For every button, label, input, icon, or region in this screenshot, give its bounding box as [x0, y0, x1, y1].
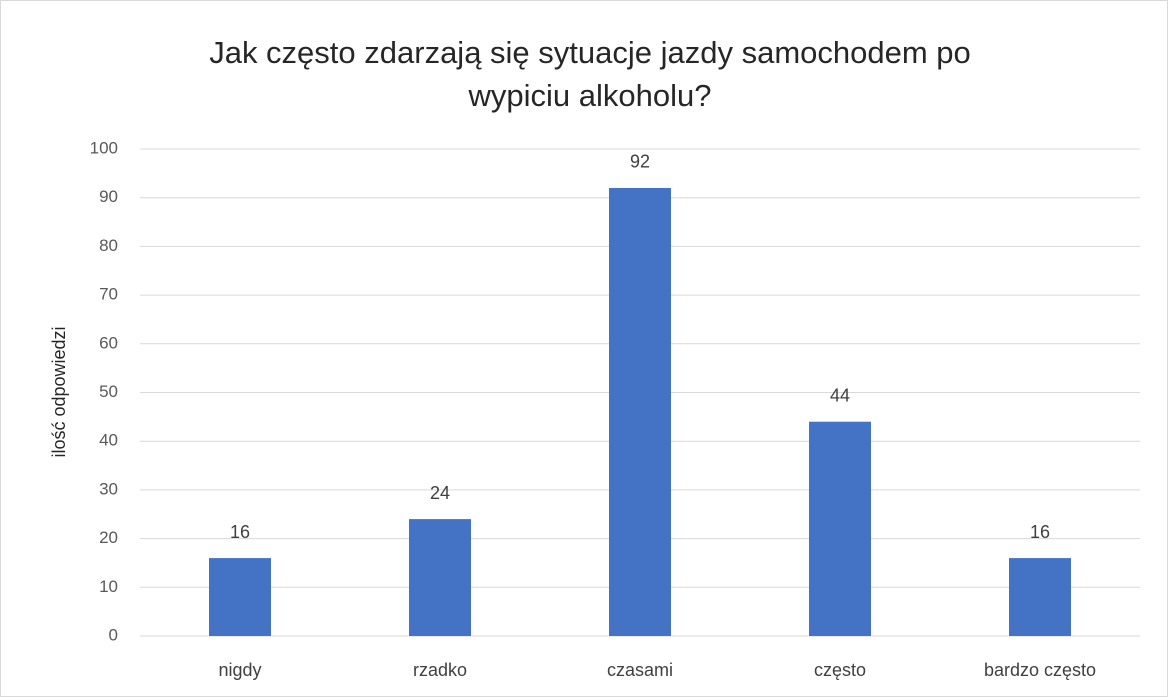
- y-tick-label: 80: [99, 236, 118, 255]
- bar: [609, 187, 671, 636]
- y-tick-label: 60: [99, 333, 118, 352]
- y-tick-label: 40: [99, 431, 118, 450]
- y-axis-label: ilość odpowiedzi: [49, 326, 69, 457]
- y-tick-label: 0: [109, 625, 118, 644]
- data-label: 92: [630, 152, 650, 172]
- y-tick-label: 20: [99, 528, 118, 547]
- y-tick-label: 10: [99, 577, 118, 596]
- y-tick-label: 90: [99, 187, 118, 206]
- x-tick-label: często: [814, 660, 866, 680]
- x-tick-label: nigdy: [218, 660, 261, 680]
- data-label: 44: [830, 385, 850, 405]
- data-label: 16: [1030, 522, 1050, 542]
- chart-title: wypiciu alkoholu?: [468, 78, 712, 113]
- data-label: 16: [230, 522, 250, 542]
- y-tick-label: 30: [99, 479, 118, 498]
- x-tick-label: rzadko: [413, 660, 467, 680]
- y-tick-label: 100: [90, 138, 118, 157]
- chart-title: Jak często zdarzają się sytuacje jazdy s…: [209, 35, 971, 70]
- x-tick-label: bardzo często: [984, 660, 1096, 680]
- bar: [809, 421, 871, 636]
- bar: [409, 519, 471, 636]
- bar: [1009, 558, 1071, 636]
- y-tick-label: 50: [99, 382, 118, 401]
- bar: [209, 558, 271, 636]
- x-tick-label: czasami: [607, 660, 673, 680]
- data-label: 24: [430, 483, 450, 503]
- y-tick-label: 70: [99, 285, 118, 304]
